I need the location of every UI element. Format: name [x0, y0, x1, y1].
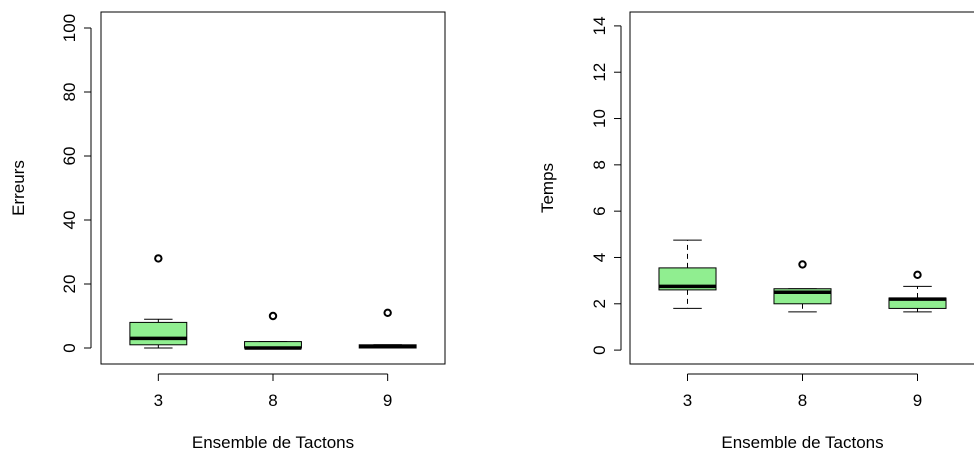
y-tick-label: 40 [60, 211, 79, 230]
y-tick-label: 0 [60, 343, 79, 352]
y-axis-title-2: Temps [538, 163, 557, 213]
y-tick-label: 12 [590, 63, 609, 82]
y-tick-label: 10 [590, 109, 609, 128]
y-tick-label: 80 [60, 83, 79, 102]
x-axis-title-1: Ensemble de Tactons [192, 433, 354, 452]
outlier-point [913, 270, 922, 280]
x-tick-label: 3 [683, 391, 692, 410]
y-tick-label: 0 [590, 345, 609, 354]
y-tick-label: 4 [590, 253, 609, 262]
x-tick-label: 8 [268, 391, 277, 410]
y-tick-label: 100 [60, 14, 79, 42]
y-tick-label: 14 [590, 16, 609, 35]
plot-frame-1 [100, 11, 446, 365]
x-tick-label: 9 [913, 391, 922, 410]
outlier-point [268, 311, 278, 321]
outlier-point [798, 260, 807, 269]
y-tick-label: 2 [590, 299, 609, 308]
outlier-point [154, 254, 163, 263]
outlier-point [383, 308, 392, 317]
y-tick-label: 6 [590, 206, 609, 215]
x-tick-label: 8 [798, 391, 807, 410]
x-tick-label: 3 [154, 391, 163, 410]
y-tick-label: 20 [60, 275, 79, 294]
x-axis-title-2: Ensemble de Tactons [721, 433, 883, 452]
box-3 [129, 321, 188, 346]
x-tick-label: 9 [383, 391, 392, 410]
y-tick-label: 60 [60, 147, 79, 166]
y-axis-title-1: Erreurs [9, 160, 28, 216]
y-tick-label: 8 [590, 160, 609, 169]
box-3 [658, 267, 717, 291]
plot-frame-2 [629, 11, 974, 365]
